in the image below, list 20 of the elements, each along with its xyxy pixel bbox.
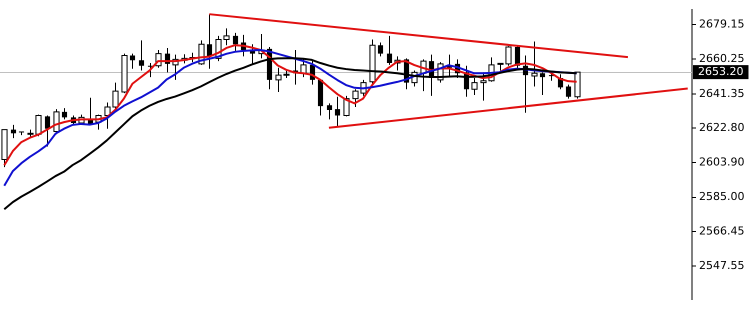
candlestick — [10, 124, 16, 139]
candlestick — [44, 115, 50, 148]
ref-line-label: 2653.20 — [698, 65, 744, 78]
candlestick — [232, 32, 238, 52]
candlestick — [566, 84, 572, 100]
y-tick-label: 2566.45 — [699, 224, 744, 238]
y-tick-label: 2547.55 — [699, 258, 744, 272]
candlestick — [326, 102, 332, 120]
candlestick — [138, 40, 144, 72]
candlestick — [378, 42, 384, 57]
y-tick-label: 2603.90 — [699, 156, 744, 169]
candlestick — [334, 96, 340, 128]
y-tick-label: 2622.80 — [699, 120, 744, 134]
y-tick-label: 2660.25 — [699, 52, 744, 66]
candlestick — [386, 35, 392, 66]
y-tick-label: 2679.15 — [699, 17, 744, 30]
y-tick-label: 2585.00 — [699, 190, 744, 204]
candlestick — [130, 53, 136, 70]
candlestick — [62, 108, 68, 120]
y-tick-label: 2641.35 — [699, 86, 744, 100]
